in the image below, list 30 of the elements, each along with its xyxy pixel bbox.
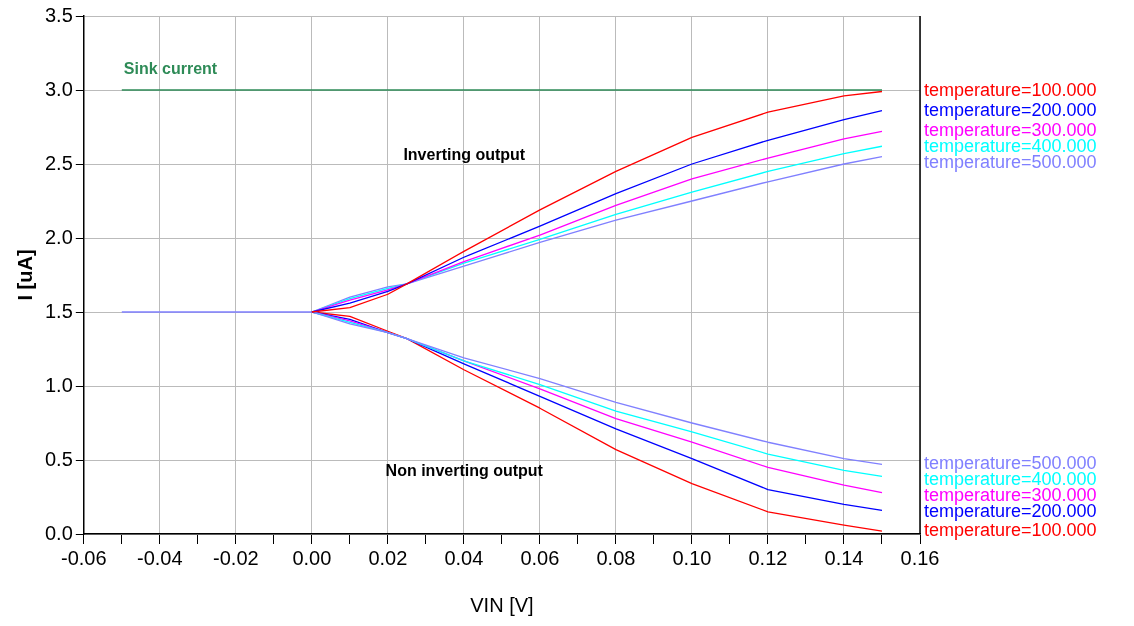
text: temperature=300.000 xyxy=(924,120,1097,141)
text: temperature=500.000 xyxy=(924,453,1097,474)
y-tick-label: 3.0 xyxy=(44,77,73,100)
y-tick-label: 3.5 xyxy=(44,3,73,26)
x-tick-label: 0.16 xyxy=(900,546,940,569)
annotation: Inverting output xyxy=(403,146,526,164)
x-tick-label: 0.12 xyxy=(748,546,788,569)
x-tick-label: 0.06 xyxy=(520,546,560,569)
annotation: Non inverting output xyxy=(385,462,544,480)
x-tick-label: -0.04 xyxy=(137,546,183,569)
x-tick-label: 0.10 xyxy=(672,546,712,569)
text: temperature=100.000 xyxy=(924,520,1097,541)
y-tick-label: 2.0 xyxy=(44,225,73,248)
x-tick-label: 0.14 xyxy=(824,546,864,569)
y-tick-label: 0.5 xyxy=(44,447,73,470)
x-tick-label: -0.06 xyxy=(61,546,107,569)
x-tick-label: 0.02 xyxy=(368,546,408,569)
x-tick-label: 0.00 xyxy=(292,546,332,569)
x-axis-title: VIN [V] xyxy=(470,593,534,616)
series-label: Sink current xyxy=(123,60,218,78)
y-tick-label: 2.5 xyxy=(44,151,73,174)
x-tick-label: 0.04 xyxy=(444,546,484,569)
y-axis-title: I [uA] xyxy=(13,249,36,301)
x-tick-label: 0.08 xyxy=(596,546,636,569)
y-tick-label: 0.0 xyxy=(44,521,73,544)
y-tick-label: 1.0 xyxy=(44,373,73,396)
y-tick-label: 1.5 xyxy=(44,299,73,322)
x-tick-label: -0.02 xyxy=(213,546,259,569)
text: temperature=200.000 xyxy=(924,99,1097,120)
text: temperature=100.000 xyxy=(924,80,1097,101)
